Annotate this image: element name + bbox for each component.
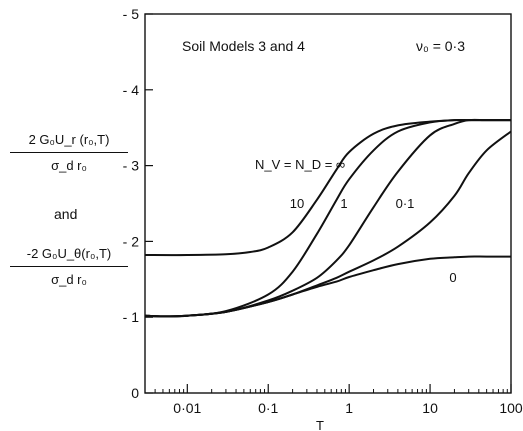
- x-tick-label: 10: [422, 400, 438, 416]
- y-label-bottom-denominator: σ_d r₀: [51, 272, 87, 287]
- y-axis-label-bottom: -2 G₀U_θ(r₀,T) σ_d r₀: [2, 246, 136, 287]
- y-axis-label-and: and: [54, 206, 78, 222]
- x-tick-label: 1: [345, 400, 353, 416]
- y-tick-label: - 3: [123, 158, 140, 174]
- x-tick-label: 100: [499, 400, 523, 416]
- y-label-bottom-numerator: -2 G₀U_θ(r₀,T): [26, 246, 112, 261]
- tick-marks: [144, 13, 512, 394]
- series-label: 0·1: [396, 196, 415, 211]
- y-label-top-denominator: σ_d r₀: [51, 158, 87, 173]
- annotation-title: Soil Models 3 and 4: [182, 38, 305, 54]
- series-line: [144, 119, 511, 257]
- x-axis-label: T: [316, 418, 324, 431]
- plot-frame: [144, 13, 512, 394]
- y-tick-label: 0: [131, 385, 139, 401]
- annotation-n-label: N_V = N_D = ∞: [255, 157, 346, 172]
- x-tick-label: 0·01: [173, 400, 201, 416]
- series-label: 0: [449, 270, 456, 285]
- series-label: 1: [340, 196, 347, 211]
- y-tick-label: - 4: [123, 82, 140, 98]
- series-line: [144, 255, 511, 318]
- y-label-top-numerator: 2 G₀U_r (r₀,T): [28, 132, 110, 147]
- series-line: [144, 118, 511, 318]
- x-tick-label: 0·1: [258, 400, 278, 416]
- series-labels: 10 1 0·1 0: [290, 196, 457, 285]
- series-line: [144, 118, 511, 318]
- y-axis-label-top: 2 G₀U_r (r₀,T) σ_d r₀: [2, 132, 136, 173]
- y-tick-label: - 5: [123, 6, 140, 22]
- annotation-poisson: ν₀ = 0·3: [416, 38, 465, 54]
- series-curves: [144, 118, 512, 318]
- y-tick-label: - 1: [123, 309, 140, 325]
- series-label: 10: [290, 196, 304, 211]
- y-tick-label: - 2: [123, 233, 140, 249]
